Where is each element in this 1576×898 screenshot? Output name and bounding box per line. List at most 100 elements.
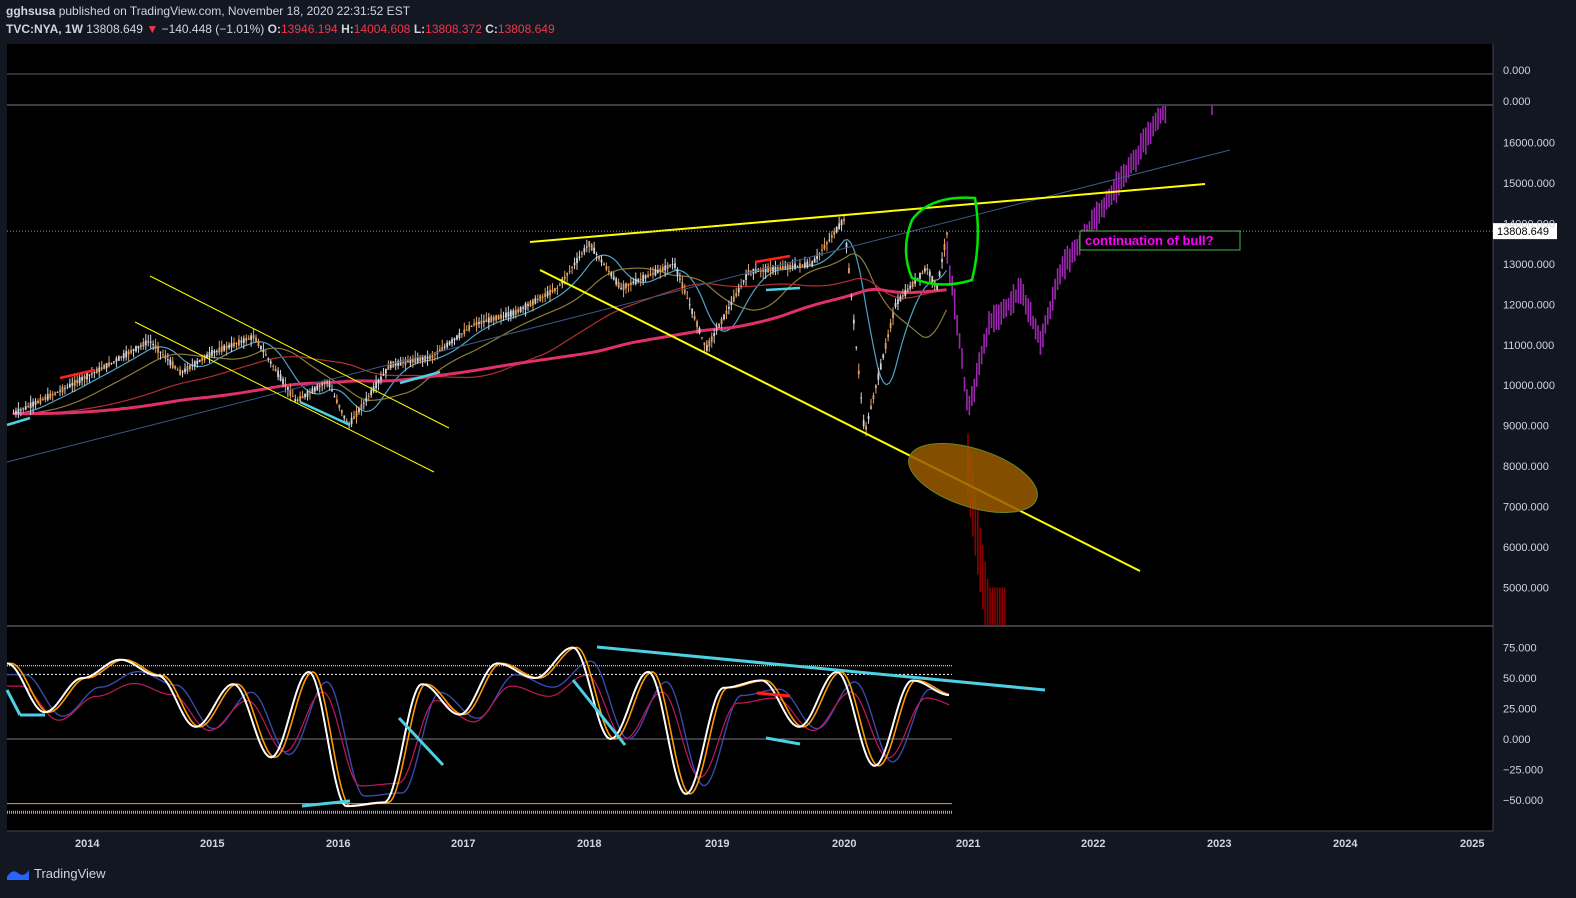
candle-body	[240, 340, 243, 343]
candle-body	[718, 323, 720, 328]
candle-body	[656, 269, 659, 273]
candle-body	[772, 266, 774, 272]
candle-body	[179, 369, 181, 376]
oscillator-tick-label: 75.000	[1503, 643, 1537, 655]
candle-body	[375, 382, 377, 389]
candle-body	[546, 291, 549, 297]
candle-body	[622, 283, 625, 291]
time-tick-label: 2021	[956, 838, 980, 850]
candle-body	[527, 304, 529, 307]
candle-body	[206, 354, 208, 358]
author-name[interactable]: gghsusa	[6, 4, 56, 18]
candle-body	[44, 396, 47, 400]
trend-line	[529, 183, 1206, 243]
candle-body	[693, 315, 696, 320]
candle-body	[904, 289, 907, 297]
candle-body	[211, 349, 213, 356]
candle-body	[372, 386, 375, 392]
candle-body	[485, 319, 488, 323]
candle-body	[345, 420, 348, 424]
divergence-mark	[765, 286, 801, 292]
candle-body	[764, 267, 767, 273]
candle-body	[117, 356, 120, 361]
high-value: 14004.608	[353, 22, 411, 36]
drawings-layer: continuation of bull?	[6, 149, 1493, 572]
candle-body	[879, 363, 882, 370]
candle-body	[127, 351, 130, 355]
candle-body	[649, 273, 652, 276]
candle-body	[683, 289, 686, 294]
candle-body	[397, 361, 400, 366]
candle-body	[742, 280, 745, 283]
candle-body	[850, 295, 853, 297]
candle-body	[654, 269, 657, 276]
candle-body	[769, 266, 772, 272]
candle-body	[607, 270, 610, 272]
candle-body	[811, 261, 814, 267]
trend-line	[539, 269, 1141, 572]
candle-body	[441, 346, 444, 351]
candle-body	[843, 218, 845, 221]
footer-brand[interactable]: TradingView	[6, 866, 106, 881]
candle-body	[779, 266, 782, 269]
oscillator-tick-label: 25.000	[1503, 704, 1537, 716]
candle-body	[669, 265, 671, 267]
candle-body	[497, 315, 500, 320]
candle-body	[914, 279, 916, 284]
candle-body	[823, 244, 826, 249]
candle-body	[196, 360, 199, 364]
candle-body	[279, 374, 282, 381]
candle-body	[664, 265, 667, 271]
candle-body	[723, 314, 725, 320]
candle-body	[78, 377, 81, 384]
candle-body	[478, 322, 480, 324]
candle-body	[703, 342, 706, 345]
candle-body	[434, 354, 436, 356]
target-zone-ellipse	[908, 443, 1038, 513]
candle-body	[186, 366, 189, 372]
candle-body	[600, 259, 603, 263]
candle-body	[679, 278, 681, 280]
divergence-mark	[6, 416, 31, 427]
candle-body	[500, 314, 502, 319]
oscillator-divergence-line	[765, 736, 801, 746]
close-label: C:	[485, 22, 498, 36]
ohlc-legend: TVC:NYA, 1W 13808.649 ▼ −140.448 (−1.01%…	[6, 22, 555, 36]
oscillator-divergence-line	[301, 799, 351, 808]
candle-body	[201, 357, 204, 361]
candle-body	[438, 349, 441, 352]
candle-body	[801, 264, 804, 266]
candle-body	[446, 342, 449, 348]
candle-body	[220, 346, 223, 352]
candle-body	[762, 268, 765, 273]
candle-body	[732, 296, 735, 302]
candle-body	[848, 267, 850, 274]
candle-body	[720, 318, 723, 324]
candle-body	[174, 366, 177, 369]
oscillator-tick-label: −50.000	[1503, 795, 1543, 807]
candle-body	[468, 325, 471, 331]
ma-200-line	[13, 287, 947, 416]
candle-body	[370, 389, 373, 396]
candle-body	[414, 357, 417, 364]
candle-body	[323, 381, 326, 385]
candle-body	[576, 258, 578, 264]
candle-body	[262, 350, 265, 353]
candle-body	[39, 397, 42, 404]
candle-body	[539, 295, 542, 301]
candle-body	[453, 338, 456, 341]
candle-body	[578, 256, 581, 258]
candle-body	[12, 413, 15, 415]
symbol-label[interactable]: TVC:NYA, 1W	[6, 22, 83, 36]
candle-body	[725, 310, 728, 315]
candle-body	[189, 365, 191, 370]
candle-body	[93, 372, 96, 374]
candle-body	[536, 299, 539, 301]
candle-body	[921, 272, 924, 274]
candle-body	[558, 284, 561, 286]
candle-body	[877, 373, 880, 380]
change-arrow-icon: ▼	[146, 22, 159, 36]
candle-body	[419, 357, 422, 362]
candle-body	[409, 358, 412, 364]
